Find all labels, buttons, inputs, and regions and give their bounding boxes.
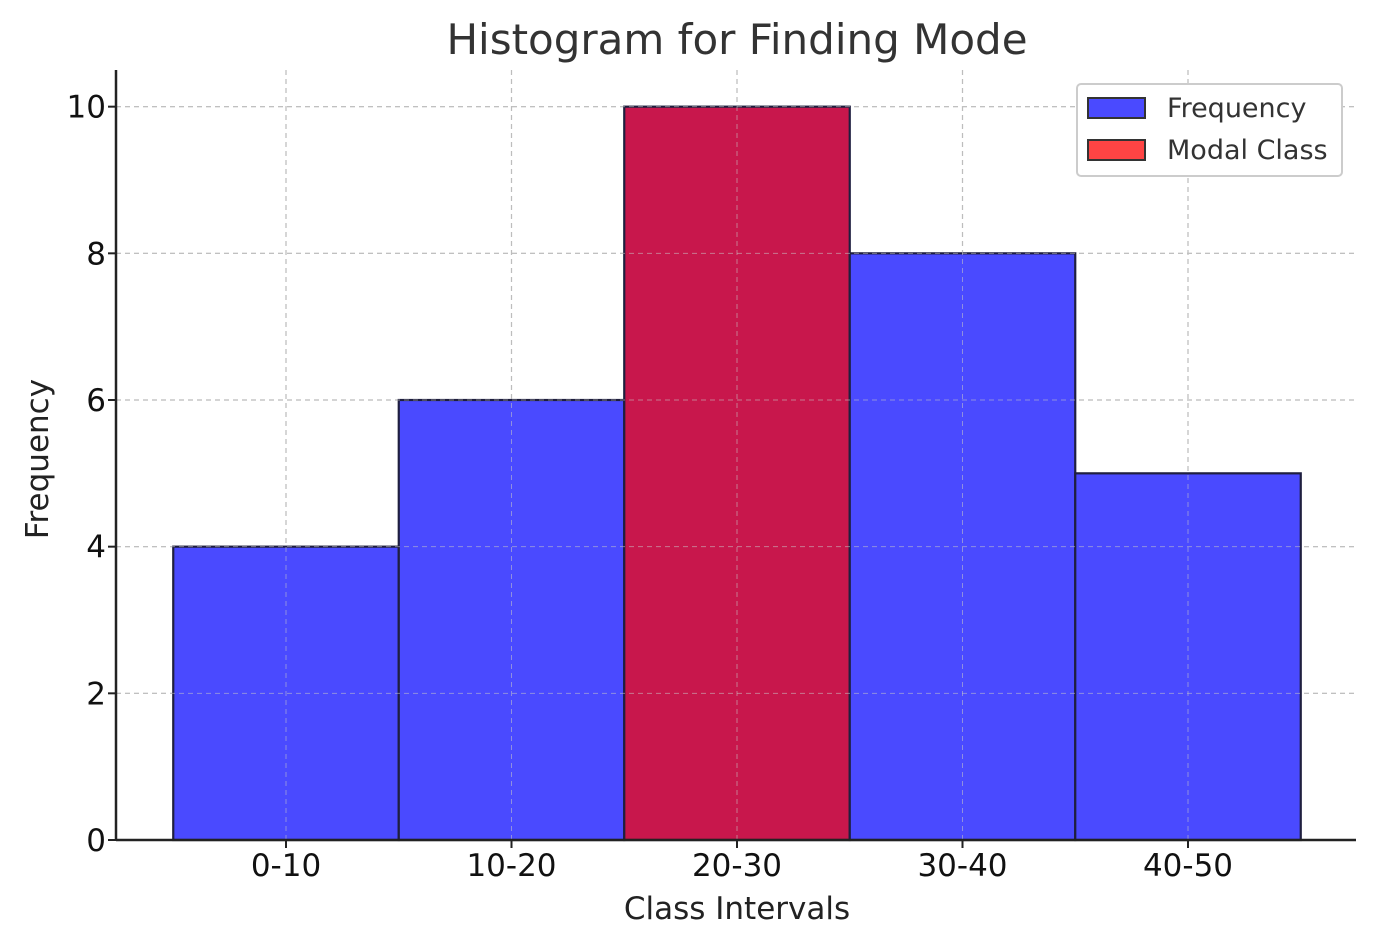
legend-swatch-frequency — [1087, 97, 1146, 119]
bar — [1074, 472, 1302, 842]
legend-swatch-modal-class — [1087, 139, 1146, 161]
x-ticks: 0-10 10-20 20-30 30-40 40-50 — [251, 840, 1233, 884]
y-tick-label: 0 — [86, 823, 106, 859]
legend-label-modal-class: Modal Class — [1167, 135, 1328, 166]
x-tick-label: 40-50 — [1143, 848, 1233, 884]
x-tick-label: 20-30 — [692, 848, 782, 884]
y-axis-label: Frequency — [20, 379, 56, 539]
legend: Frequency Modal Class — [1076, 83, 1343, 177]
y-tick-label: 10 — [67, 90, 106, 126]
chart-title: Histogram for Finding Mode — [446, 15, 1027, 64]
y-ticks: 0 2 4 6 8 10 — [67, 90, 116, 859]
x-tick-label: 30-40 — [917, 848, 1007, 884]
legend-label-frequency: Frequency — [1167, 93, 1307, 124]
x-tick-label: 0-10 — [251, 848, 321, 884]
y-tick-label: 4 — [86, 530, 106, 566]
x-tick-label: 10-20 — [466, 848, 556, 884]
bars — [116, 70, 1356, 842]
y-tick-label: 8 — [86, 236, 106, 272]
bar-modal-class — [623, 105, 851, 842]
x-axis-label: Class Intervals — [624, 891, 850, 927]
y-tick-label: 2 — [86, 676, 106, 712]
y-tick-label: 6 — [86, 383, 106, 419]
